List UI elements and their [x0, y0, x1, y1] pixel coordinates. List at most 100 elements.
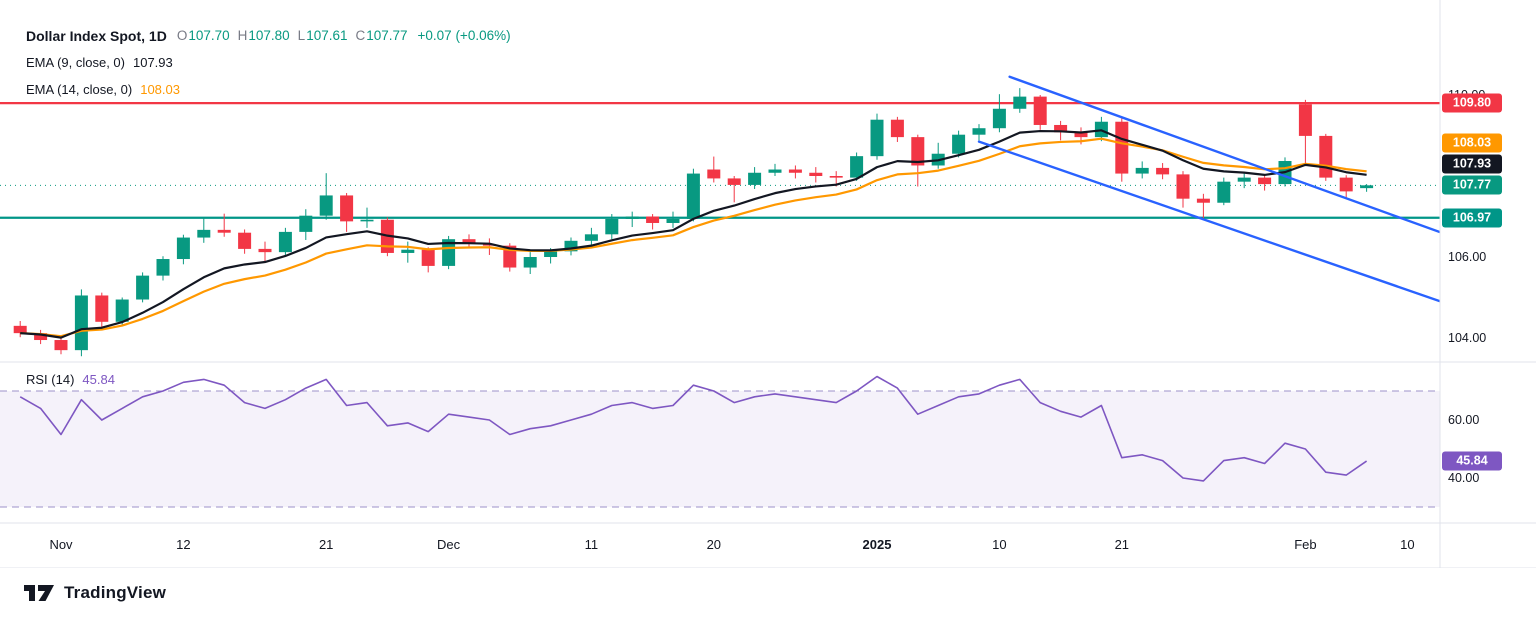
candle-up	[1217, 177, 1231, 206]
ohlc-high: H 107.80	[238, 28, 290, 43]
ema9-line[interactable]	[20, 129, 1367, 339]
candle-up	[1013, 88, 1027, 113]
candle-down	[34, 329, 48, 345]
candle-up	[442, 235, 456, 270]
candle-down	[340, 193, 354, 232]
candle-up	[972, 124, 986, 141]
time-axis-label: 21	[318, 537, 334, 552]
time-axis-label: 2025	[862, 537, 892, 552]
change-value: +0.07 (+0.06%)	[417, 28, 511, 43]
candle-down	[1319, 133, 1333, 181]
price-badge-108.03: 108.03	[1442, 133, 1502, 153]
candle-down	[1033, 95, 1047, 130]
candle-up	[1135, 161, 1149, 179]
low-value: 107.61	[306, 28, 348, 43]
candle-up	[768, 163, 782, 176]
candle-up	[870, 113, 884, 160]
candle-down	[258, 241, 272, 262]
candle-up	[278, 227, 292, 257]
rsi-legend: RSI (14) 45.84	[26, 366, 115, 393]
trendline[interactable]	[1008, 75, 1459, 239]
candle-down	[911, 134, 925, 187]
rsi-badge: 45.84	[1442, 451, 1502, 471]
candle-up	[74, 289, 88, 357]
ema14-line[interactable]	[20, 137, 1367, 338]
candle-up	[850, 152, 864, 181]
candle-up	[605, 214, 619, 240]
price-axis[interactable]: 110.00106.00104.0060.0040.00106.97107.77…	[1440, 0, 1536, 523]
chart-canvas[interactable]	[0, 0, 1536, 568]
candle-down	[890, 116, 904, 142]
candle-up	[992, 94, 1006, 133]
ema9-legend-label[interactable]: EMA (9, close, 0)	[26, 55, 125, 70]
close-label: C	[355, 28, 366, 43]
ema14-legend-label[interactable]: EMA (14, close, 0)	[26, 82, 133, 97]
trendline[interactable]	[977, 140, 1458, 308]
candle-up	[523, 252, 537, 275]
open-label: O	[176, 28, 188, 43]
axis-label: 106.00	[1448, 250, 1487, 264]
candle-up	[401, 241, 415, 263]
candle-down	[217, 213, 231, 237]
open-value: 107.70	[188, 28, 230, 43]
symbol-title[interactable]: Dollar Index Spot, 1D	[26, 27, 167, 44]
candle-up	[115, 297, 129, 326]
candle-down	[1115, 118, 1129, 182]
candle-down	[727, 176, 741, 203]
price-badge-106.97: 106.97	[1442, 208, 1502, 228]
candle-up	[666, 211, 680, 228]
candle-up	[952, 130, 966, 158]
candle-down	[421, 247, 435, 273]
time-axis-label: Dec	[437, 537, 461, 552]
time-axis-label: 21	[1114, 537, 1130, 552]
candle-down	[1176, 171, 1190, 208]
time-axis-label: 12	[176, 537, 191, 552]
candle-down	[1339, 175, 1353, 199]
rsi-legend-label[interactable]: RSI (14)	[26, 372, 75, 387]
candle-up	[931, 142, 945, 169]
axis-label: 104.00	[1448, 331, 1487, 345]
time-axis-label: 10	[1400, 537, 1415, 552]
candle-down	[462, 234, 476, 249]
footer-bar: TradingView	[0, 568, 1536, 618]
candle-down	[238, 229, 252, 254]
time-axis[interactable]: Nov 12 21 Dec 11 20 2025 10 21 Feb 10	[0, 523, 1440, 568]
candle-up	[584, 227, 598, 246]
candle-up	[1094, 116, 1108, 142]
candle-up	[360, 207, 374, 228]
axis-label: 40.00	[1448, 471, 1480, 485]
price-badge-107.93: 107.93	[1442, 154, 1502, 174]
candle-down	[788, 165, 802, 179]
candle-down	[1258, 175, 1272, 191]
low-label: L	[297, 28, 306, 43]
tradingview-logo-icon	[24, 585, 54, 601]
candle-down	[54, 337, 68, 355]
candle-down	[1196, 193, 1210, 219]
close-value: 107.77	[366, 28, 408, 43]
candle-down	[13, 320, 27, 338]
brand-name: TradingView	[64, 583, 167, 602]
candle-up	[1360, 184, 1374, 192]
candle-up	[564, 237, 578, 256]
candle-up	[176, 234, 190, 265]
candle-up	[1237, 173, 1251, 189]
ema14-value: 108.03	[140, 82, 180, 97]
time-axis-label: Nov	[49, 537, 73, 552]
axis-label: 60.00	[1448, 413, 1480, 427]
candle-up	[748, 167, 762, 189]
time-axis-label: Feb	[1294, 537, 1317, 552]
candle-down	[707, 156, 721, 183]
tradingview-logo-link[interactable]: TradingView	[22, 583, 166, 603]
ema9-value: 107.93	[132, 55, 173, 70]
time-axis-label: 20	[706, 537, 722, 552]
rsi-pane	[0, 375, 1440, 508]
rsi-line	[19, 375, 1368, 482]
candle-up	[136, 272, 150, 303]
price-badge-107.77: 107.77	[1442, 175, 1502, 195]
rsi-band	[0, 391, 1440, 507]
rsi-value: 45.84	[82, 372, 115, 387]
candle-up	[625, 211, 639, 228]
